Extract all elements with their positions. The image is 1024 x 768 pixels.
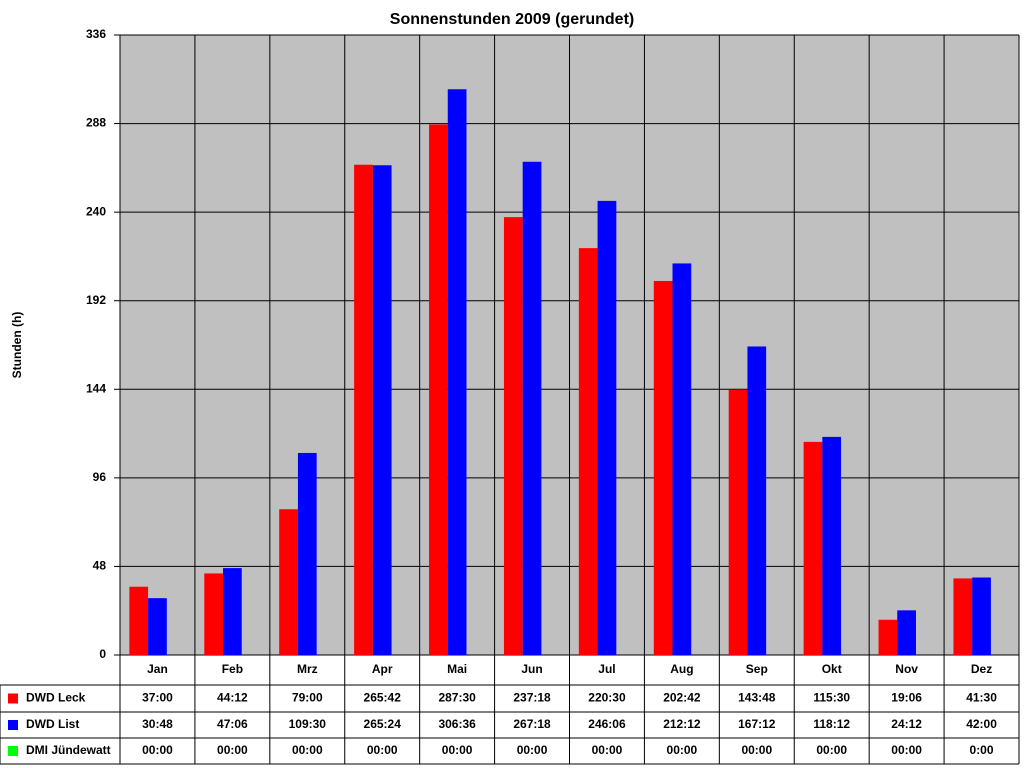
bar bbox=[522, 161, 542, 655]
table-value: 00:00 bbox=[292, 743, 323, 757]
bar bbox=[372, 165, 392, 655]
table-value: 00:00 bbox=[667, 743, 698, 757]
legend-swatch bbox=[8, 746, 18, 756]
table-value: 118:12 bbox=[813, 717, 850, 731]
bar bbox=[129, 586, 149, 655]
table-value: 00:00 bbox=[142, 743, 173, 757]
legend-label: DMI Jündewatt bbox=[26, 743, 111, 757]
table-value: 212:12 bbox=[663, 717, 701, 731]
bar bbox=[297, 452, 317, 655]
x-tick-label: Sep bbox=[746, 662, 768, 676]
table-value: 47:06 bbox=[217, 717, 248, 731]
bar bbox=[447, 89, 467, 655]
y-tick-label: 96 bbox=[93, 470, 107, 484]
y-tick-label: 48 bbox=[93, 559, 107, 573]
bar bbox=[653, 280, 673, 655]
legend-swatch bbox=[8, 720, 18, 730]
table-value: 306:36 bbox=[438, 717, 476, 731]
table-value: 115:30 bbox=[813, 691, 850, 705]
table-value: 265:24 bbox=[364, 717, 402, 731]
x-tick-label: Mai bbox=[447, 662, 467, 676]
table-value: 00:00 bbox=[367, 743, 398, 757]
table-value: 0:00 bbox=[970, 743, 994, 757]
bar bbox=[279, 509, 298, 655]
table-value: 00:00 bbox=[891, 743, 922, 757]
bar bbox=[822, 436, 842, 655]
y-tick-label: 288 bbox=[86, 116, 106, 130]
x-tick-label: Apr bbox=[372, 662, 393, 676]
x-tick-label: Jun bbox=[521, 662, 542, 676]
x-tick-label: Nov bbox=[895, 662, 918, 676]
legend-label: DWD Leck bbox=[26, 691, 86, 705]
table-value: 109:30 bbox=[289, 717, 327, 731]
table-value: 00:00 bbox=[217, 743, 248, 757]
bar bbox=[597, 200, 617, 655]
table-value: 267:18 bbox=[513, 717, 551, 731]
bar bbox=[728, 389, 748, 655]
bar bbox=[803, 441, 823, 655]
table-value: 79:00 bbox=[292, 691, 323, 705]
bar bbox=[972, 577, 991, 655]
x-tick-label: Mrz bbox=[297, 662, 318, 676]
bar bbox=[953, 578, 973, 655]
table-value: 30:48 bbox=[142, 717, 173, 731]
table-value: 143:48 bbox=[738, 691, 776, 705]
bar bbox=[672, 263, 692, 655]
table-value: 287:30 bbox=[438, 691, 476, 705]
table-value: 19:06 bbox=[891, 691, 922, 705]
table-value: 246:06 bbox=[588, 717, 626, 731]
x-tick-label: Okt bbox=[822, 662, 842, 676]
table-value: 265:42 bbox=[364, 691, 402, 705]
table-value: 00:00 bbox=[816, 743, 847, 757]
table-value: 00:00 bbox=[517, 743, 548, 757]
legend-swatch bbox=[8, 693, 18, 704]
bar bbox=[204, 573, 224, 655]
table-value: 44:12 bbox=[217, 691, 248, 705]
bar bbox=[429, 124, 448, 656]
table-value: 24:12 bbox=[891, 717, 922, 731]
bar bbox=[897, 610, 916, 655]
bar bbox=[223, 568, 242, 655]
table-value: 42:00 bbox=[966, 717, 997, 731]
table-value: 41:30 bbox=[966, 691, 997, 705]
bar bbox=[747, 346, 767, 655]
x-tick-label: Aug bbox=[670, 662, 693, 676]
bar bbox=[503, 217, 523, 655]
x-tick-label: Jul bbox=[598, 662, 615, 676]
table-value: 37:00 bbox=[142, 691, 173, 705]
bar bbox=[878, 619, 898, 655]
table-value: 220:30 bbox=[588, 691, 626, 705]
y-axis-label: Stunden (h) bbox=[10, 312, 24, 379]
table-value: 00:00 bbox=[592, 743, 623, 757]
table-value: 00:00 bbox=[741, 743, 772, 757]
table-value: 237:18 bbox=[513, 691, 551, 705]
y-tick-label: 192 bbox=[86, 293, 106, 307]
x-tick-label: Dez bbox=[971, 662, 992, 676]
x-tick-label: Jan bbox=[147, 662, 168, 676]
legend-label: DWD List bbox=[26, 717, 79, 731]
y-tick-label: 240 bbox=[86, 204, 106, 218]
y-tick-label: 336 bbox=[86, 27, 106, 41]
x-tick-label: Feb bbox=[222, 662, 243, 676]
bar bbox=[354, 164, 373, 655]
chart-title: Sonnenstunden 2009 (gerundet) bbox=[390, 11, 634, 28]
bar bbox=[148, 598, 167, 655]
y-tick-label: 0 bbox=[99, 647, 106, 661]
table-value: 167:12 bbox=[738, 717, 776, 731]
bar bbox=[578, 248, 598, 655]
y-tick-label: 144 bbox=[86, 381, 106, 395]
table-value: 202:42 bbox=[663, 691, 701, 705]
table-value: 00:00 bbox=[442, 743, 473, 757]
